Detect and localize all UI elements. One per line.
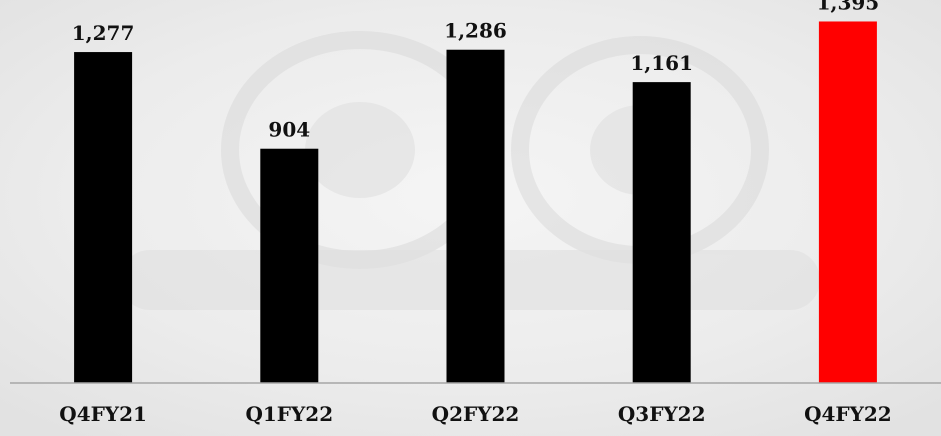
value-label-q4fy22: 1,395	[817, 0, 880, 14]
bar-q1fy22	[260, 148, 319, 383]
value-label-q4fy21: 1,277	[72, 21, 135, 45]
tick-label-q2fy22: Q2FY22	[432, 402, 520, 426]
bar-q4fy22	[818, 21, 877, 383]
bar-q4fy21	[74, 52, 133, 384]
tick-label-q3fy22: Q3FY22	[618, 402, 706, 426]
value-label-q1fy22: 904	[268, 118, 310, 142]
tick-label-q1fy22: Q1FY22	[245, 402, 333, 426]
value-label-q2fy22: 1,286	[444, 19, 507, 43]
value-label-q3fy22: 1,161	[630, 51, 693, 75]
bar-q3fy22	[632, 82, 691, 383]
tick-label-q4fy22: Q4FY22	[804, 402, 892, 426]
bar-q2fy22	[446, 49, 505, 384]
tick-label-q4fy21: Q4FY21	[59, 402, 147, 426]
